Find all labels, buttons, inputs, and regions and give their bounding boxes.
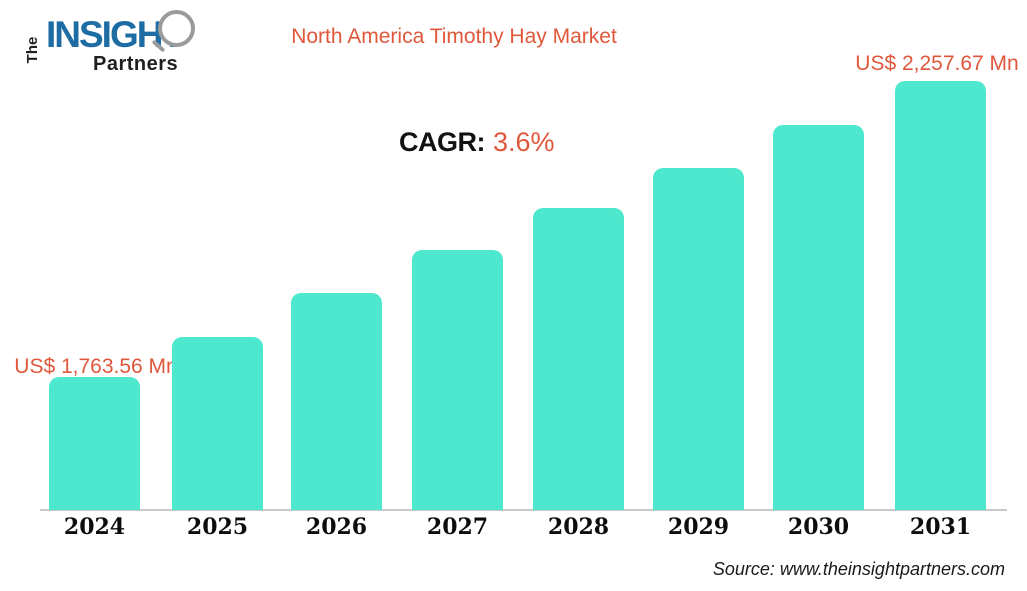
magnifier-icon	[158, 10, 195, 47]
x-tick-2031: 2031	[909, 514, 972, 540]
bar-2028	[533, 208, 624, 510]
x-tick-2030: 2030	[787, 514, 850, 540]
cagr-label: CAGR:	[399, 127, 486, 157]
bar-2031	[895, 81, 986, 510]
bar-2026	[291, 293, 382, 510]
x-tick-2024: 2024	[63, 514, 126, 540]
x-axis-line	[40, 509, 1007, 511]
bar-2024	[49, 377, 140, 510]
insight-partners-logo: The INSIGHT Partners	[18, 6, 208, 78]
x-tick-2029: 2029	[667, 514, 730, 540]
x-tick-2028: 2028	[547, 514, 610, 540]
source-citation: Source: www.theinsightpartners.com	[712, 559, 1005, 579]
x-tick-2027: 2027	[426, 514, 489, 540]
bar-2027	[412, 250, 503, 510]
logo-partners-text: Partners	[93, 53, 179, 75]
bar-2029	[653, 168, 744, 510]
data-label-2031: US$ 2,257.67 Mn	[855, 52, 1019, 75]
page-title: North America Timothy Hay Market	[291, 25, 617, 48]
data-label-2024: US$ 1,763.56 Mn	[14, 355, 178, 378]
bar-2030	[773, 125, 864, 510]
cagr-value: 3.6%	[493, 127, 555, 157]
bar-2025	[172, 337, 263, 510]
cagr-annotation: CAGR: 3.6%	[399, 127, 555, 158]
x-tick-2025: 2025	[186, 514, 249, 540]
x-tick-2026: 2026	[305, 514, 368, 540]
